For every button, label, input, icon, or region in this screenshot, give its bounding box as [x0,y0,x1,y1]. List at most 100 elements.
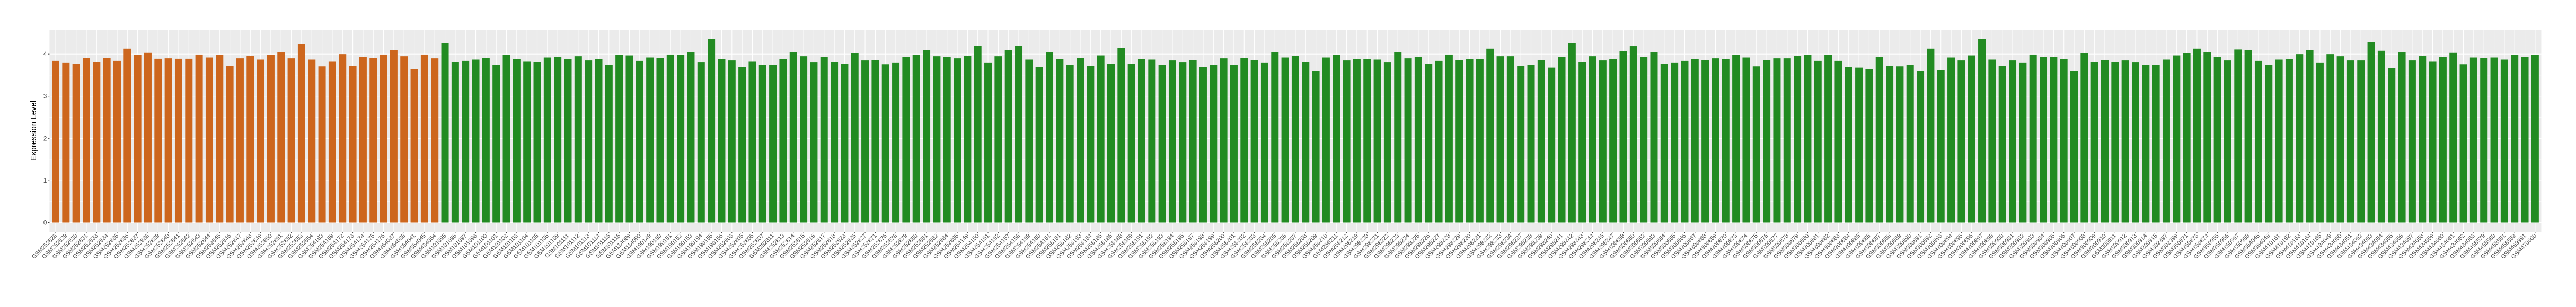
bar-GSM434064 [431,58,439,223]
bar-GSM256197 [1189,60,1197,223]
bar-GSM254152 [994,56,1002,223]
bar-GSM114089 [625,55,633,223]
bar-GSM298223 [1394,52,1402,223]
bar-GSM364041 [410,69,418,223]
bar-GSM434061 [2449,52,2457,223]
bar-GSM364037 [390,50,398,223]
bar-GSM254157 [1004,50,1012,223]
bar-GSM298242 [1568,43,1576,223]
bar-GSM254173 [349,66,357,223]
bar-GSM298228 [1445,54,1453,223]
bar-GSM364045 [420,54,428,223]
bar-GSM252854 [308,59,316,223]
bar-GSM256203 [1250,60,1258,223]
bar-GSM434051 [2346,60,2354,223]
bar-GSM252879 [902,57,910,223]
bar-GSM298222 [1383,62,1391,223]
bar-GSM300869 [1712,58,1719,223]
bar-GSM252817 [820,57,828,223]
bar-GSM302397 [2162,59,2170,223]
bar-GSM300876 [1763,60,1771,223]
bar-GSM252838 [144,52,152,223]
bar-GSM300870 [1722,59,1730,223]
bar-GSM300904 [2040,57,2048,223]
bar-GSM101103 [513,59,521,223]
bar-GSM350873 [2193,48,2201,223]
bar-GSM252825 [851,53,859,223]
bar-GSM458579 [2480,58,2488,223]
bar-GSM300903 [2029,54,2037,223]
bar-GSM252839 [154,58,162,223]
bar-GSM256208 [1302,62,1310,223]
bar-GSM252878 [892,62,900,223]
bar-GSM300907 [2070,71,2078,223]
bar-GSM256188 [1117,48,1125,223]
bar-GSM256198 [1199,67,1207,223]
bar-GSM300897 [1978,39,1986,223]
bar-GSM256210 [1322,57,1330,223]
bar-GSM254150 [974,46,982,223]
bar-GSM300865 [1671,62,1679,223]
bar-GSM434049 [2326,54,2334,223]
bar-GSM190155 [708,39,716,223]
bar-GSM190156 [718,59,726,223]
bar-GSM364048 [2265,65,2273,223]
bar-GSM350955 [2213,57,2221,223]
bar-GSM254151 [984,62,992,223]
bar-GSM298225 [1414,57,1422,223]
bar-GSM252871 [871,60,879,223]
bar-GSM298240 [1548,67,1556,223]
bar-GSM300909 [2090,62,2098,223]
bar-GSM252831 [82,58,90,223]
bar-GSM300863 [1650,52,1658,223]
bar-GSM252815 [800,56,808,223]
bar-GSM256207 [1291,56,1299,223]
bar-GSM300895 [1957,60,1965,223]
bar-GSM300879 [1794,56,1802,223]
bar-GSM252885 [954,58,961,223]
bar-GSM252853 [297,44,305,223]
bar-GSM300866 [1681,60,1689,223]
bar-GSM190152 [677,55,685,223]
bar-GSM256185 [1097,55,1105,223]
bar-GSM256193 [1158,65,1166,223]
bar-GSM434059 [2429,61,2437,223]
bar-GSM256181 [1056,59,1064,223]
bar-GSM458580 [2490,57,2498,223]
bar-GSM298239 [1537,60,1545,223]
bar-GSM252843 [195,54,203,223]
bar-GSM256192 [1148,59,1156,223]
bar-GSM410163 [2296,54,2304,223]
bar-GSM298232 [1486,48,1494,223]
bar-GSM300881 [1814,60,1822,223]
bar-GSM300878 [1783,58,1791,223]
bar-GSM254176 [380,54,387,223]
bar-GSM300887 [1875,57,1883,223]
bar-GSM252851 [277,52,285,223]
bar-GSM254158 [1015,46,1023,223]
bar-GSM256212 [1343,60,1351,223]
bar-GSM101100 [482,58,490,223]
bar-GSM434058 [2419,56,2427,223]
bar-GSM364038 [400,56,408,223]
bar-GSM300914 [2142,65,2150,223]
bar-GSM364046 [2254,60,2262,223]
y-tick-label: 2 [43,134,47,142]
bar-GSM434063 [2469,57,2477,223]
bar-GSM434056 [2398,52,2406,223]
bar-GSM256201 [1230,65,1238,223]
bar-GSM302399 [2173,55,2181,223]
bar-GSM252805 [738,67,746,223]
bar-GSM300873 [1732,55,1740,223]
bar-GSM190153 [687,52,695,223]
bar-GSM254160 [1035,67,1043,223]
bar-GSM298244 [1589,56,1596,223]
bar-GSM254161 [1046,52,1054,223]
bar-GSM434050 [2336,56,2344,223]
bar-GSM350958 [2244,50,2252,223]
bar-GSM469991 [2521,57,2529,223]
bar-GSM300911 [2111,62,2119,223]
bar-GSM252841 [174,58,182,223]
bar-GSM300864 [1660,64,1668,223]
bar-GSM252806 [748,61,756,223]
